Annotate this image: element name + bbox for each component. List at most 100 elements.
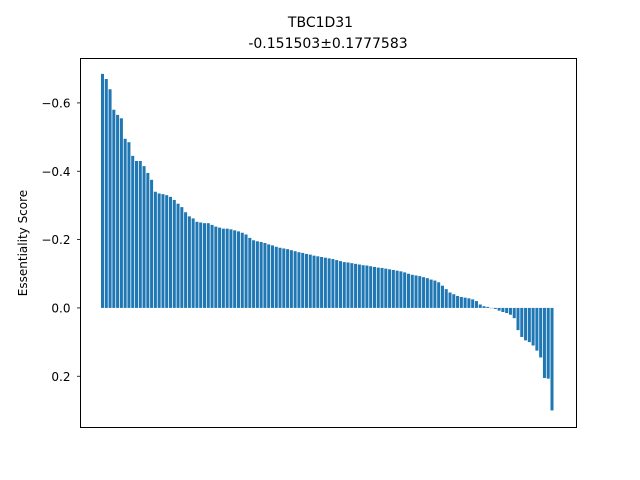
bar (542, 307, 546, 378)
bar (210, 224, 214, 308)
bar (486, 306, 490, 308)
bar (100, 73, 105, 308)
bar (225, 228, 229, 308)
bar (229, 229, 233, 308)
bar (369, 266, 373, 308)
bar (395, 270, 399, 308)
bar (331, 259, 335, 308)
bar (391, 269, 395, 308)
bar (206, 223, 210, 308)
bar (297, 252, 301, 308)
bar (240, 232, 244, 308)
bar (399, 271, 403, 308)
bar (388, 269, 392, 308)
bar (361, 265, 365, 308)
bar (172, 199, 176, 308)
bar (286, 249, 290, 308)
bar (497, 307, 501, 311)
bar (176, 203, 180, 308)
bar (150, 179, 154, 308)
y-tick-label: 0.0 (51, 301, 70, 315)
bar (308, 254, 312, 308)
bar (505, 307, 509, 314)
bar (338, 261, 342, 308)
bar (376, 267, 380, 308)
bar (357, 264, 361, 308)
bar (127, 142, 131, 308)
bar (112, 109, 116, 308)
bar (202, 223, 206, 308)
bar (195, 221, 199, 308)
bar (384, 268, 388, 308)
bar (316, 256, 320, 308)
bar (108, 89, 112, 308)
y-tick-label: 0.2 (51, 370, 70, 384)
bar (282, 248, 286, 308)
bar (221, 228, 225, 308)
bar (501, 307, 505, 313)
bar (327, 258, 331, 308)
bar (142, 166, 146, 308)
bar (218, 227, 222, 308)
bar (252, 240, 256, 308)
bar (448, 292, 452, 308)
bar (520, 307, 524, 337)
chart-title: TBC1D31 (287, 15, 353, 31)
bar (444, 289, 448, 308)
bar (153, 191, 157, 308)
bar (131, 155, 135, 308)
bar (274, 246, 278, 308)
bar (478, 304, 482, 308)
bar (456, 295, 460, 308)
bar (346, 262, 350, 308)
bar (236, 231, 240, 308)
bar (440, 285, 444, 308)
bar (418, 276, 422, 308)
y-tick-label: −0.2 (41, 233, 70, 247)
bar (278, 247, 282, 308)
bar (293, 251, 297, 308)
y-axis: −0.6 −0.4 −0.2 0.0 0.2 (41, 96, 81, 384)
bar (539, 307, 543, 358)
bar (214, 226, 218, 308)
bar (452, 294, 456, 308)
bar (403, 272, 407, 308)
bar (524, 307, 528, 341)
bar (474, 301, 478, 308)
bar (527, 307, 531, 343)
bar (531, 307, 535, 346)
bar (119, 118, 123, 308)
y-tick-label: −0.4 (41, 165, 70, 179)
chart-subtitle: -0.151503±0.1777583 (248, 36, 407, 52)
bar (459, 296, 463, 308)
bar (289, 250, 293, 308)
bar (422, 277, 426, 308)
bar (301, 252, 305, 308)
bar (116, 114, 120, 308)
bar (372, 266, 376, 308)
bar (146, 172, 150, 308)
bar (104, 79, 108, 308)
bar (463, 297, 467, 308)
bar (244, 234, 248, 308)
bar (414, 275, 418, 308)
bar (429, 279, 433, 308)
bar (425, 278, 429, 308)
bar (482, 306, 486, 308)
bar (550, 307, 554, 411)
bar (187, 216, 191, 308)
plot-frame (80, 58, 577, 428)
bar (138, 161, 142, 308)
bar (259, 241, 263, 308)
bar (471, 299, 475, 308)
bar (168, 196, 172, 308)
bar (184, 212, 188, 308)
bar (535, 307, 539, 351)
bar (267, 244, 271, 308)
bar (233, 230, 237, 308)
bar (134, 161, 138, 308)
bar (165, 195, 169, 308)
bar (255, 241, 259, 308)
bar (161, 194, 165, 308)
